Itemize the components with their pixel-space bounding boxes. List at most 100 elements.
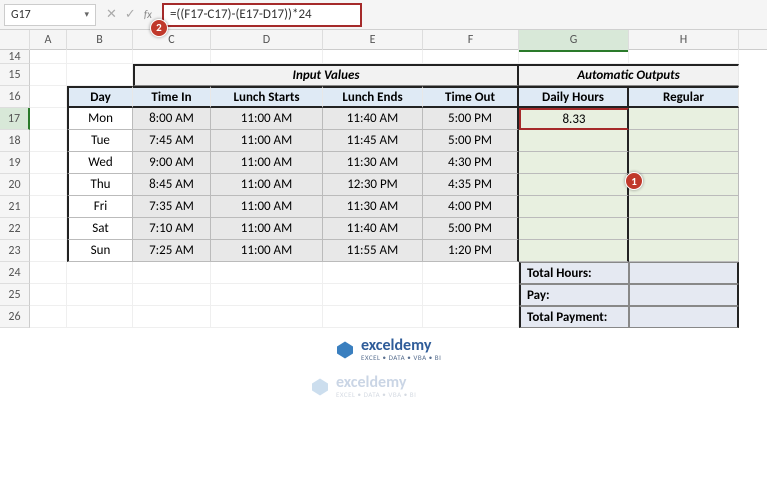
lunch-ends-cell[interactable]: 11:40 AM	[323, 218, 423, 240]
col-daily-hours[interactable]: Daily Hours	[519, 86, 629, 108]
section-header-output[interactable]: Automatic Outputs	[519, 64, 739, 86]
row-header[interactable]: 21	[0, 196, 30, 218]
daily-hours-cell[interactable]	[519, 218, 629, 240]
cell[interactable]	[30, 50, 67, 64]
regular-cell[interactable]	[629, 218, 739, 240]
cell[interactable]	[30, 196, 67, 218]
cell[interactable]	[30, 130, 67, 152]
cell[interactable]	[30, 152, 67, 174]
col-time-out[interactable]: Time Out	[423, 86, 519, 108]
cell[interactable]	[423, 306, 519, 328]
cell[interactable]	[423, 262, 519, 284]
day-cell[interactable]: Mon	[67, 108, 133, 130]
lunch-starts-cell[interactable]: 11:00 AM	[211, 218, 323, 240]
cell[interactable]	[30, 240, 67, 262]
day-cell[interactable]: Fri	[67, 196, 133, 218]
time-in-cell[interactable]: 7:35 AM	[133, 196, 211, 218]
daily-hours-cell[interactable]	[519, 152, 629, 174]
total-payment-label[interactable]: Total Payment:	[519, 306, 629, 328]
col-header[interactable]: D	[211, 30, 323, 52]
day-cell[interactable]: Wed	[67, 152, 133, 174]
cell[interactable]	[30, 108, 67, 130]
day-cell[interactable]: Sat	[67, 218, 133, 240]
col-header[interactable]: H	[629, 30, 739, 52]
cell[interactable]	[323, 284, 423, 306]
time-out-cell[interactable]: 1:20 PM	[423, 240, 519, 262]
time-in-cell[interactable]: 8:00 AM	[133, 108, 211, 130]
lunch-ends-cell[interactable]: 11:40 AM	[323, 108, 423, 130]
col-header[interactable]: B	[67, 30, 133, 52]
daily-hours-cell[interactable]	[519, 130, 629, 152]
time-in-cell[interactable]: 7:45 AM	[133, 130, 211, 152]
time-out-cell[interactable]: 4:30 PM	[423, 152, 519, 174]
time-out-cell[interactable]: 5:00 PM	[423, 130, 519, 152]
regular-cell[interactable]	[629, 108, 739, 130]
cell[interactable]	[211, 262, 323, 284]
col-header[interactable]: E	[323, 30, 423, 52]
fx-icon[interactable]: fx	[144, 8, 152, 21]
lunch-ends-cell[interactable]: 11:30 AM	[323, 196, 423, 218]
cell[interactable]	[67, 284, 133, 306]
row-header[interactable]: 22	[0, 218, 30, 240]
daily-hours-cell[interactable]: 8.33	[519, 108, 629, 130]
cell[interactable]	[67, 50, 133, 64]
cell[interactable]	[67, 262, 133, 284]
cell[interactable]	[423, 50, 519, 64]
regular-cell[interactable]	[629, 152, 739, 174]
col-regular[interactable]: Regular	[629, 86, 739, 108]
name-box[interactable]: G17 ▾	[4, 4, 96, 26]
row-header[interactable]: 15	[0, 64, 30, 86]
row-header[interactable]: 26	[0, 306, 30, 328]
row-header[interactable]: 25	[0, 284, 30, 306]
cell[interactable]	[323, 306, 423, 328]
day-cell[interactable]: Thu	[67, 174, 133, 196]
row-header[interactable]: 19	[0, 152, 30, 174]
cell[interactable]	[133, 262, 211, 284]
time-out-cell[interactable]: 5:00 PM	[423, 108, 519, 130]
col-header[interactable]: A	[30, 30, 67, 52]
time-out-cell[interactable]: 4:00 PM	[423, 196, 519, 218]
cell[interactable]	[30, 86, 67, 108]
day-cell[interactable]: Sun	[67, 240, 133, 262]
cell[interactable]	[30, 284, 67, 306]
formula-input[interactable]: =((F17-C17)-(E17-D17))*24 2	[162, 3, 362, 27]
row-header[interactable]: 17	[0, 108, 30, 130]
confirm-icon[interactable]: ✓	[125, 7, 136, 22]
cell[interactable]	[211, 284, 323, 306]
total-hours-label[interactable]: Total Hours:	[519, 262, 629, 284]
cancel-icon[interactable]: ✕	[106, 7, 117, 22]
lunch-starts-cell[interactable]: 11:00 AM	[211, 240, 323, 262]
row-header[interactable]: 20	[0, 174, 30, 196]
lunch-starts-cell[interactable]: 11:00 AM	[211, 108, 323, 130]
cell[interactable]	[30, 262, 67, 284]
cell[interactable]	[323, 50, 423, 64]
lunch-starts-cell[interactable]: 11:00 AM	[211, 196, 323, 218]
cell[interactable]	[67, 306, 133, 328]
cell[interactable]	[629, 50, 739, 64]
pay-value[interactable]	[629, 284, 739, 306]
col-lunch-starts[interactable]: Lunch Starts	[211, 86, 323, 108]
daily-hours-cell[interactable]	[519, 240, 629, 262]
time-in-cell[interactable]: 8:45 AM	[133, 174, 211, 196]
row-header[interactable]: 24	[0, 262, 30, 284]
regular-cell[interactable]	[629, 174, 739, 196]
lunch-ends-cell[interactable]: 11:30 AM	[323, 152, 423, 174]
regular-cell[interactable]	[629, 130, 739, 152]
cell[interactable]	[211, 50, 323, 64]
daily-hours-cell[interactable]	[519, 196, 629, 218]
regular-cell[interactable]	[629, 196, 739, 218]
chevron-down-icon[interactable]: ▾	[84, 9, 89, 20]
col-header[interactable]: G	[519, 30, 629, 52]
pay-label[interactable]: Pay:	[519, 284, 629, 306]
col-header[interactable]: F	[423, 30, 519, 52]
col-header[interactable]: C	[133, 30, 211, 52]
cell[interactable]	[423, 284, 519, 306]
col-day[interactable]: Day	[67, 86, 133, 108]
row-header[interactable]: 16	[0, 86, 30, 108]
daily-hours-cell[interactable]	[519, 174, 629, 196]
col-time-in[interactable]: Time In	[133, 86, 211, 108]
lunch-starts-cell[interactable]: 11:00 AM	[211, 174, 323, 196]
row-header[interactable]: 14	[0, 50, 30, 64]
day-cell[interactable]: Tue	[67, 130, 133, 152]
lunch-ends-cell[interactable]: 11:55 AM	[323, 240, 423, 262]
